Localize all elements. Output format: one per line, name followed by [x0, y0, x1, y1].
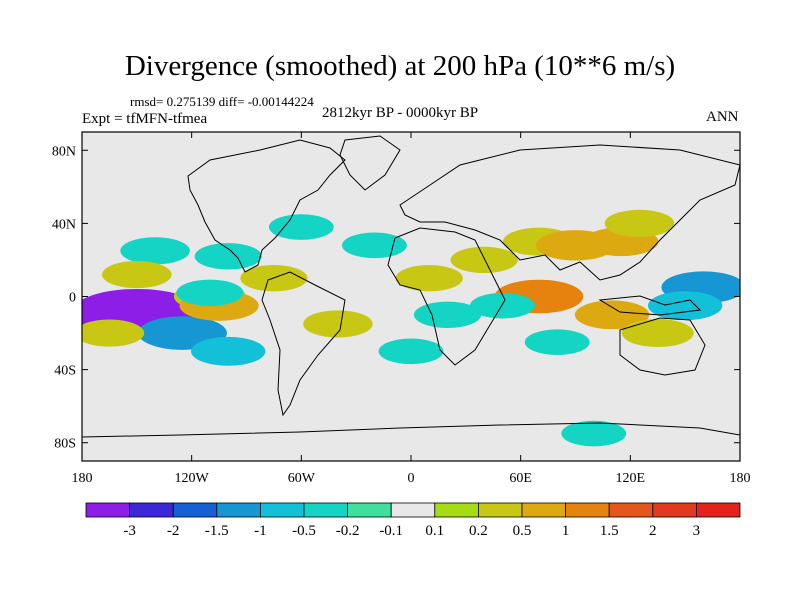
coastline-antarctica — [82, 422, 740, 438]
x-tick-label: 120E — [616, 471, 646, 486]
anomaly-patch — [120, 237, 190, 265]
anomaly-patch — [194, 243, 262, 270]
colorbar-label: -3 — [123, 523, 136, 539]
colorbar: -3 -2 -1.5 -1 -0.5 -0.2 -0.1 0.1 0.2 0.5 1 1.5 2 3 — [85, 502, 741, 539]
colorbar-swatch — [347, 502, 392, 518]
x-tick-label: 180 — [72, 471, 93, 486]
anomaly-patch — [268, 214, 334, 240]
colorbar-label: -0.1 — [379, 523, 403, 539]
colorbar-label: 0.2 — [469, 523, 488, 539]
colorbar-swatch — [390, 502, 436, 518]
colorbar-swatch — [172, 502, 218, 518]
y-axis: 80N 40N 0 40S 80S — [52, 144, 740, 452]
anomaly-patch — [450, 246, 518, 274]
y-tick-label: 0 — [69, 291, 76, 306]
anomaly-patch — [82, 319, 145, 347]
anomaly-patch — [176, 279, 244, 307]
colorbar-label: 0.5 — [513, 523, 532, 539]
colorbar-swatch — [652, 502, 697, 518]
coastline-maritime — [598, 295, 702, 316]
x-tick-label: 120W — [175, 471, 210, 486]
anomaly-patch — [469, 292, 535, 319]
season-label: ANN — [706, 109, 739, 125]
y-tick-label: 40S — [54, 364, 76, 379]
y-tick-label: 80S — [54, 437, 76, 452]
anomaly-patch — [378, 338, 444, 365]
anomaly-patch — [604, 209, 675, 237]
coastline-africa — [387, 227, 506, 366]
anomaly-patch — [102, 260, 172, 289]
anomaly-patch — [303, 310, 373, 338]
colorbar-label: 2 — [649, 523, 657, 539]
anomaly-patch — [413, 301, 482, 328]
x-tick-label: 60W — [288, 471, 316, 486]
coastline-greenland — [339, 135, 401, 191]
x-tick-label: 0 — [408, 471, 415, 486]
colorbar-swatch — [129, 502, 174, 518]
coastlines — [82, 135, 740, 438]
colorbar-swatch — [303, 502, 348, 518]
colorbar-label: 3 — [693, 523, 701, 539]
coastline-south-america — [261, 271, 346, 417]
colorbar-label: 0.1 — [425, 523, 444, 539]
anomaly-field-layer — [82, 209, 740, 447]
coastline-australia — [619, 317, 706, 376]
coastline-north-america — [187, 139, 346, 273]
y-tick-label: 80N — [52, 144, 76, 159]
colorbar-swatch — [85, 502, 130, 518]
anomaly-patch — [524, 329, 590, 355]
colorbar-swatch — [259, 502, 305, 518]
colorbar-swatch — [608, 502, 654, 518]
colorbar-swatch — [696, 502, 741, 518]
coastline-eurasia — [399, 144, 740, 281]
anomaly-patch — [561, 420, 627, 447]
colorbar-label: -1.5 — [205, 523, 229, 539]
colorbar-swatch — [565, 502, 610, 518]
y-tick-label: 40N — [52, 217, 76, 232]
anomaly-patch — [395, 265, 463, 292]
x-axis: 180 120W 60W 0 60E 120E 180 — [72, 132, 751, 486]
x-tick-label: 180 — [730, 471, 751, 486]
colorbar-swatch — [521, 502, 566, 518]
colorbar-label: -0.2 — [336, 523, 360, 539]
colorbar-label: 1 — [562, 523, 570, 539]
colorbar-swatch — [216, 502, 261, 518]
colorbar-label: -0.5 — [292, 523, 316, 539]
anomaly-patch — [191, 336, 266, 366]
anomaly-patch — [647, 291, 723, 321]
x-tick-label: 60E — [509, 471, 532, 486]
colorbar-label: -1 — [254, 523, 267, 539]
anomaly-patch — [342, 232, 407, 259]
anomaly-patch — [621, 319, 694, 348]
stats-line: rmsd= 0.275139 diff= -0.00144224 — [130, 94, 314, 109]
anomaly-patch — [574, 300, 650, 330]
colorbar-swatch — [434, 502, 479, 518]
experiment-label: Expt = tfMFN-tfmea — [82, 111, 208, 127]
colorbar-swatch — [477, 502, 523, 518]
colorbar-label: -2 — [167, 523, 180, 539]
chart-title: Divergence (smoothed) at 200 hPa (10**6 … — [124, 50, 676, 82]
period-label: 2812kyr BP - 0000kyr BP — [322, 105, 479, 121]
colorbar-label: 1.5 — [600, 523, 619, 539]
